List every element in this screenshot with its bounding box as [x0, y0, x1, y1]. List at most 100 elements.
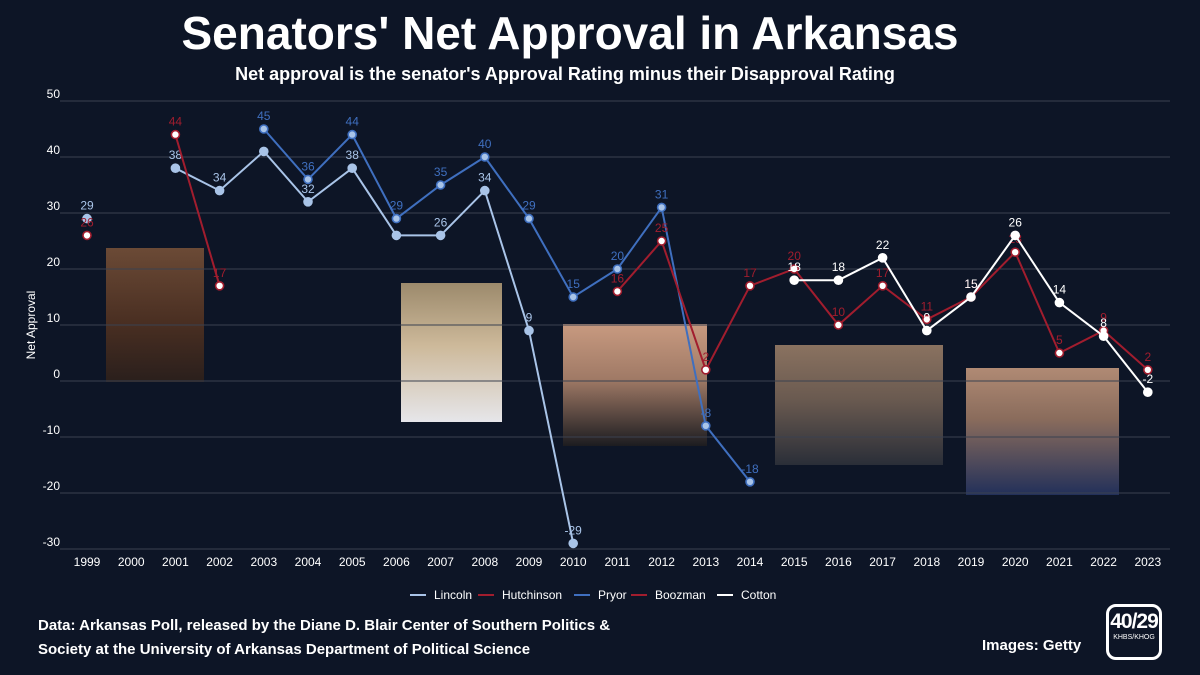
data-label: 10: [832, 305, 846, 319]
y-tick-label: -30: [43, 535, 61, 549]
data-point: [391, 213, 402, 224]
data-point: [1054, 297, 1065, 308]
data-point: [479, 152, 490, 162]
data-point: [656, 236, 667, 246]
x-tick-label: 2013: [692, 555, 719, 569]
data-point: [524, 213, 534, 224]
data-point: [745, 280, 755, 291]
data-label: 26: [1009, 215, 1023, 229]
data-point: [347, 163, 358, 173]
x-tick-label: 2020: [1002, 555, 1029, 569]
data-label: 44: [346, 115, 360, 129]
x-tick-label: 2017: [869, 555, 896, 569]
x-tick-label: 1999: [74, 555, 101, 569]
chart-subtitle: Net approval is the senator's Approval R…: [235, 64, 895, 84]
x-tick-label: 2001: [162, 555, 189, 569]
data-point: [833, 320, 844, 330]
data-point: [524, 325, 534, 336]
data-label: 38: [169, 148, 183, 162]
legend-label: Pryor: [598, 588, 627, 602]
x-tick-label: 2002: [206, 555, 233, 569]
station-logo-calls: KHBS/KHOG: [1113, 634, 1155, 641]
data-label: 20: [611, 249, 625, 263]
data-label: 34: [213, 171, 227, 185]
data-label: 17: [213, 266, 227, 280]
legend: Lincoln Hutchinson Pryor Boozman Cotton: [410, 588, 776, 602]
data-label: 16: [611, 271, 625, 285]
legend-label: Boozman: [655, 588, 706, 602]
data-label: 26: [434, 215, 448, 229]
source-note: Data: Arkansas Poll, released by the Dia…: [38, 614, 678, 662]
x-axis-ticks: 1999 2000 2001 2002 2003 2004 2005 2006 2007 2008…: [74, 555, 1162, 569]
series-line: [174, 134, 221, 287]
senator-photo-cotton: [966, 368, 1119, 495]
data-label: 2: [1144, 350, 1151, 364]
series-line: [174, 149, 575, 544]
y-tick-label: 10: [47, 311, 61, 325]
data-point: [612, 286, 623, 297]
data-point: [1010, 247, 1021, 257]
data-point: [921, 314, 932, 325]
x-tick-label: 2018: [913, 555, 940, 569]
data-point: [303, 197, 313, 207]
data-label: 32: [301, 182, 315, 196]
series-line: [263, 128, 751, 483]
data-label: 25: [655, 221, 669, 235]
data-label: 26: [80, 215, 94, 229]
y-tick-label: 40: [47, 143, 61, 157]
y-axis-ticks: -30 -20 -10 0 10 20 30 40 50: [43, 87, 61, 549]
x-tick-label: 2007: [427, 555, 454, 569]
data-label: 34: [478, 171, 492, 185]
data-label: 31: [655, 187, 669, 201]
series-hutchinson: 26 44 17: [80, 115, 227, 291]
data-label: -8: [700, 406, 711, 420]
data-label: -29: [565, 523, 583, 537]
data-label: 29: [80, 199, 94, 213]
data-label: 45: [257, 109, 271, 123]
data-label: 17: [743, 266, 757, 280]
legend-label: Cotton: [741, 588, 776, 602]
x-tick-label: 2023: [1134, 555, 1161, 569]
x-tick-label: 2008: [471, 555, 498, 569]
series-lincoln: 29 38 34 32 38 26 34 9 -29: [80, 146, 583, 549]
series-line: [794, 233, 1149, 393]
data-point: [347, 129, 358, 140]
data-label: 17: [876, 266, 890, 280]
data-point: [1010, 230, 1021, 241]
data-point: [700, 420, 711, 431]
legend-label: Lincoln: [434, 588, 472, 602]
y-tick-label: 20: [47, 255, 61, 269]
data-point: [258, 146, 269, 157]
senator-photo-lincoln: [401, 283, 502, 422]
x-tick-label: 2009: [516, 555, 543, 569]
data-point: [1143, 364, 1153, 375]
data-label: 8: [1100, 316, 1107, 330]
y-tick-label: 30: [47, 199, 61, 213]
data-point: [170, 163, 181, 173]
data-label: 9: [526, 311, 533, 325]
data-label: 5: [1056, 333, 1063, 347]
data-label: 38: [346, 148, 360, 162]
source-note-line-1: Data: Arkansas Poll, released by the Dia…: [38, 617, 611, 634]
gridlines: [60, 100, 1170, 550]
x-tick-label: 2016: [825, 555, 852, 569]
data-label: 29: [522, 199, 536, 213]
x-tick-label: 2011: [604, 555, 630, 569]
data-point: [789, 264, 800, 274]
data-point: [1098, 331, 1109, 342]
x-tick-label: 2014: [737, 555, 764, 569]
data-label: 9: [923, 311, 930, 325]
data-point: [1143, 387, 1153, 398]
x-tick-label: 2004: [295, 555, 322, 569]
data-point: [303, 174, 313, 185]
senator-photo-pryor: [563, 324, 707, 446]
data-point: [966, 292, 976, 302]
data-point: [568, 292, 579, 302]
data-point: [877, 280, 888, 291]
data-label: -18: [741, 462, 759, 476]
data-label: 15: [964, 277, 978, 291]
data-point: [745, 476, 755, 487]
data-point: [258, 124, 269, 134]
